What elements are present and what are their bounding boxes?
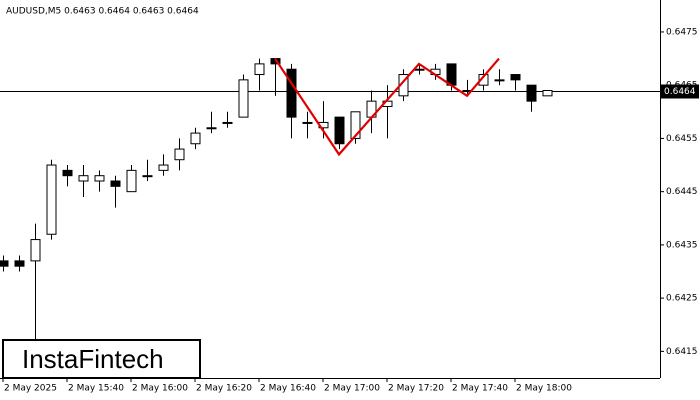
candle-body — [254, 63, 265, 76]
chart-title: AUDUSD,M5 0.6463 0.6464 0.6463 0.6464 — [6, 7, 199, 17]
candle-body — [414, 68, 425, 71]
x-tick-label: 2 May 16:20 — [196, 384, 252, 394]
candle-body — [494, 79, 505, 82]
x-tick-label: 2 May 15:40 — [68, 384, 124, 394]
x-tick-label: 2 May 18:00 — [516, 384, 572, 394]
x-tick-label: 2 May 16:00 — [132, 384, 188, 394]
pattern-line — [274, 57, 500, 157]
x-tick-label: 2 May 17:00 — [324, 384, 380, 394]
candle-body — [542, 90, 553, 97]
x-tick-label: 2 May 17:20 — [388, 384, 444, 394]
y-tick-label: 0.6445 — [666, 187, 698, 197]
candle-body — [174, 148, 185, 161]
y-tick-label: 0.6425 — [666, 294, 698, 304]
candle-body — [510, 74, 521, 81]
y-tick-label: 0.6455 — [666, 134, 698, 144]
y-tick-label: 0.6415 — [666, 347, 698, 357]
candle-body — [350, 111, 361, 139]
y-tick-label: 0.6475 — [666, 27, 698, 37]
candle-body — [286, 68, 297, 118]
candle-body — [190, 132, 201, 145]
candle-body — [78, 175, 89, 182]
candle-body — [238, 79, 249, 118]
marks: 0.64750.64650.64550.64450.64350.64250.64… — [0, 27, 698, 394]
candle-body — [14, 260, 25, 267]
candle-body — [206, 127, 217, 130]
candle-body — [62, 169, 73, 177]
brand: InstaFintech — [22, 344, 164, 374]
x-tick-label: 2 May 17:40 — [452, 384, 508, 394]
candle-body — [334, 116, 345, 145]
x-tick-label: 2 May 2025 — [4, 384, 57, 394]
candle-body — [0, 260, 9, 267]
candle-body — [526, 84, 537, 102]
candle-body — [142, 175, 153, 178]
y-tick-label: 0.6435 — [666, 240, 698, 250]
candle-body — [478, 74, 489, 86]
candle-body — [222, 121, 233, 124]
candle-body — [126, 169, 137, 193]
plot-area — [0, 0, 660, 378]
brand-box — [2, 339, 201, 379]
candle-body — [302, 121, 313, 124]
current-price-box — [661, 84, 699, 99]
candle-body — [158, 164, 169, 171]
x-tick-label: 2 May 16:40 — [260, 384, 316, 394]
current-price-label: 0.6464 — [664, 87, 696, 97]
candle-body — [446, 63, 457, 86]
candle-body — [30, 239, 41, 262]
candle-body — [46, 164, 57, 235]
candle-body — [94, 175, 105, 182]
candle-body — [110, 180, 121, 187]
